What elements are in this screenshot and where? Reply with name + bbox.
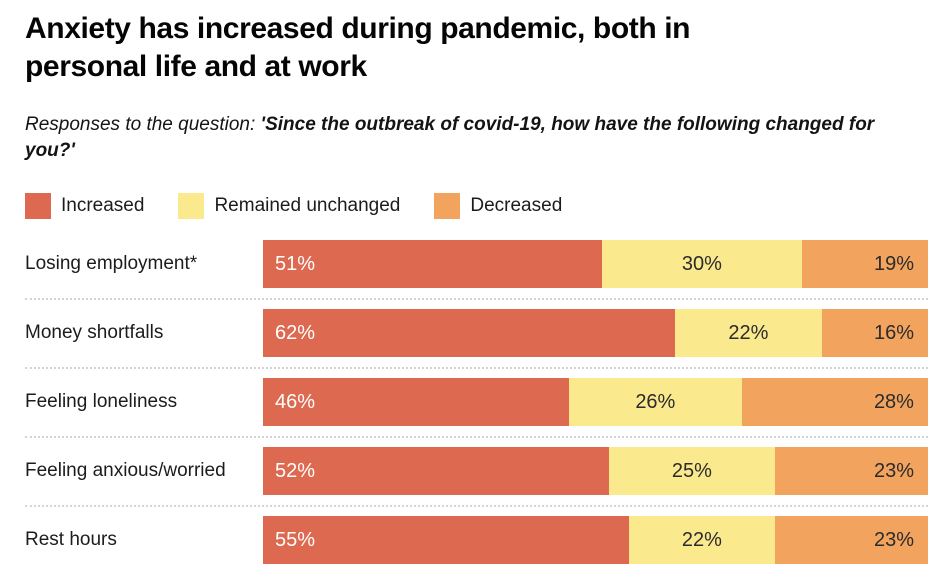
- bar-segment-increased: 51%: [263, 240, 603, 288]
- legend: Increased Remained unchanged Decreased: [25, 193, 928, 219]
- bar-segment-remained-unchanged: 22%: [628, 516, 776, 564]
- bar-value-label: 46%: [275, 390, 316, 413]
- bar-segment-decreased: 23%: [775, 447, 928, 495]
- bar-value-label: 28%: [873, 390, 914, 413]
- row-label: Feeling anxious/worried: [25, 460, 226, 481]
- chart-subtitle: Responses to the question: 'Since the ou…: [25, 112, 905, 164]
- bar-segment-decreased: 28%: [741, 378, 928, 426]
- legend-item: Increased: [25, 193, 144, 219]
- bar-segment-increased: 55%: [263, 516, 629, 564]
- bar-segment-increased: 46%: [263, 378, 569, 426]
- chart-row: Feeling loneliness 46% 26% 28%: [25, 378, 928, 426]
- bar-segment-decreased: 16%: [821, 309, 928, 357]
- legend-swatch-icon: [434, 193, 461, 219]
- bar-segment-remained-unchanged: 30%: [602, 240, 802, 288]
- bar-value-label: 51%: [275, 252, 316, 275]
- stacked-bar: 46% 26% 28%: [263, 378, 928, 426]
- row-separator: [25, 298, 928, 300]
- bar-value-label: 23%: [873, 459, 914, 482]
- subtitle-quote: 'Since the outbreak of covid-19, how hav…: [25, 114, 875, 161]
- row-separator: [25, 436, 928, 438]
- bar-segment-remained-unchanged: 22%: [675, 309, 822, 357]
- legend-item: Decreased: [434, 193, 562, 219]
- row-separator: [25, 505, 928, 507]
- bar-value-label: 25%: [671, 459, 712, 482]
- bar-segment-decreased: 19%: [801, 240, 928, 288]
- row-label: Rest hours: [25, 529, 117, 550]
- bar-value-label: 22%: [728, 321, 769, 344]
- stacked-bar: 52% 25% 23%: [263, 447, 928, 495]
- row-label: Money shortfalls: [25, 322, 164, 343]
- bar-value-label: 26%: [635, 390, 676, 413]
- legend-swatch-icon: [25, 193, 51, 219]
- bar-segment-remained-unchanged: 26%: [568, 378, 742, 426]
- bar-value-label: 30%: [681, 252, 722, 275]
- page-title: Anxiety has increased during pandemic, b…: [25, 12, 691, 83]
- chart-row: Money shortfalls 62% 22% 16%: [25, 309, 928, 357]
- legend-item: Remained unchanged: [178, 193, 400, 219]
- bar-value-label: 55%: [275, 528, 316, 551]
- bar-value-label: 62%: [275, 321, 316, 344]
- chart: Losing employment* 51% 30% 19% Money shortfa…: [25, 240, 928, 564]
- stacked-bar: 62% 22% 16%: [263, 309, 928, 357]
- legend-label: Decreased: [470, 195, 563, 216]
- bar-segment-decreased: 23%: [775, 516, 928, 564]
- bar-value-label: 52%: [275, 459, 316, 482]
- bar-segment-increased: 62%: [263, 309, 676, 357]
- legend-label: Remained unchanged: [214, 195, 401, 216]
- bar-value-label: 16%: [873, 321, 914, 344]
- legend-label: Increased: [61, 195, 145, 216]
- bar-value-label: 19%: [873, 252, 914, 275]
- bar-segment-increased: 52%: [263, 447, 609, 495]
- bar-value-label: 22%: [681, 528, 722, 551]
- subtitle-prefix: Responses to the question:: [25, 114, 261, 135]
- bar-value-label: 23%: [873, 528, 914, 551]
- stacked-bar: 51% 30% 19%: [263, 240, 928, 288]
- chart-row: Rest hours 55% 22% 23%: [25, 516, 928, 564]
- chart-row: Losing employment* 51% 30% 19%: [25, 240, 928, 288]
- row-label: Feeling loneliness: [25, 391, 178, 412]
- legend-swatch-icon: [178, 193, 205, 219]
- chart-row: Feeling anxious/worried 52% 25% 23%: [25, 447, 928, 495]
- row-separator: [25, 367, 928, 369]
- bar-segment-remained-unchanged: 25%: [608, 447, 776, 495]
- stacked-bar: 55% 22% 23%: [263, 516, 928, 564]
- row-label: Losing employment*: [25, 253, 198, 274]
